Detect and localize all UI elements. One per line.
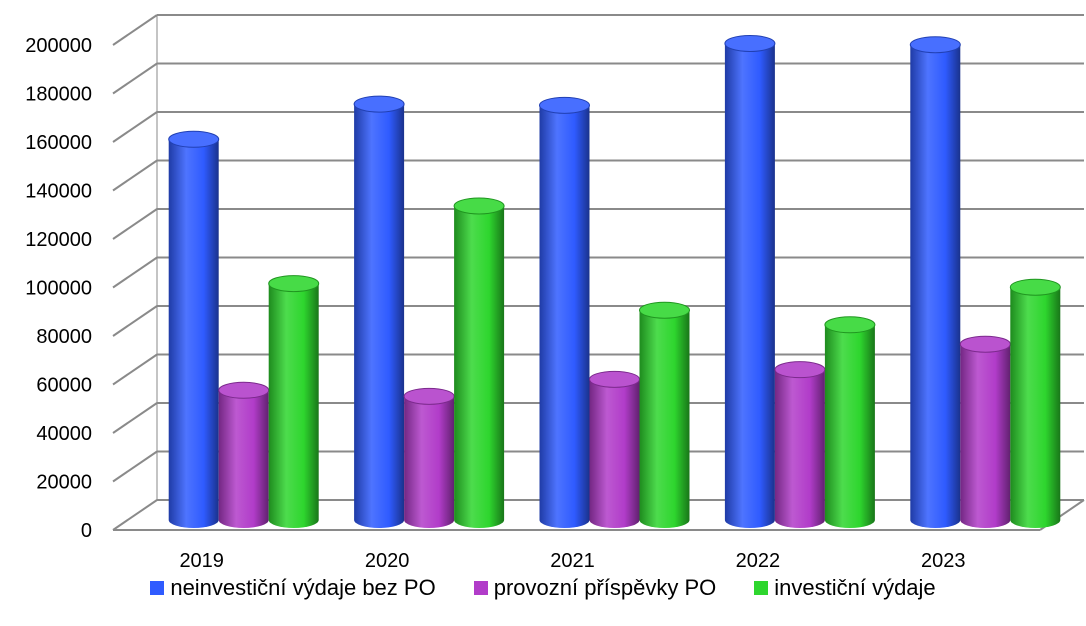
x-tick-label: 2022 — [736, 550, 781, 570]
bar-2-2020 — [403, 387, 455, 528]
bar-3-2021 — [639, 301, 690, 528]
y-tick-label: 60000 — [36, 375, 92, 397]
y-tick-label: 100000 — [25, 278, 92, 300]
y-tick-label: 0 — [81, 520, 92, 542]
legend-item-series-3: investiční výdaje — [754, 575, 936, 601]
y-tick-label: 180000 — [25, 84, 92, 106]
legend-item-series-2: provozní příspěvky PO — [473, 575, 717, 601]
y-axis-tick-labels: 0 20000 40000 60000 80000 100000 120000 140000 1… — [25, 35, 92, 542]
bar-2-2023 — [959, 335, 1011, 528]
bar-3-2023 — [1009, 278, 1061, 528]
bar-1-2020 — [353, 95, 405, 529]
bar-1-2023 — [909, 36, 961, 528]
y-tick-label: 120000 — [25, 229, 92, 251]
legend-label-series-3: investiční výdaje — [774, 575, 936, 600]
y-tick-label: 160000 — [25, 132, 92, 154]
gridline — [112, 208, 158, 240]
y-tick-label: 140000 — [25, 181, 92, 203]
y-tick-label: 40000 — [36, 423, 92, 445]
legend-swatch-series-2 — [473, 581, 488, 595]
gridline — [112, 111, 158, 143]
gridline — [112, 499, 158, 531]
legend-label-series-1: neinvestiční výdaje bez PO — [170, 575, 436, 600]
bar-1-2022 — [724, 34, 776, 529]
bar-2-2022 — [774, 361, 826, 528]
x-tick-label: 2021 — [550, 550, 595, 570]
y-tick-label: 200000 — [25, 35, 92, 57]
legend-label-series-2: provozní příspěvky PO — [493, 575, 717, 600]
gridline — [112, 402, 158, 434]
x-tick-label: 2019 — [179, 550, 224, 570]
gridline — [112, 353, 158, 386]
x-axis-tick-labels: 2019 2020 2021 2022 2023 — [179, 550, 965, 570]
y-tick-label: 80000 — [36, 326, 92, 348]
bar-1-2019 — [168, 130, 220, 528]
bar-3-2019 — [268, 275, 320, 528]
gridline — [112, 62, 158, 95]
bar-1-2021 — [539, 96, 590, 528]
x-tick-label: 2023 — [921, 550, 966, 570]
y-tick-label: 20000 — [36, 472, 92, 494]
bars — [168, 34, 1061, 529]
x-tick-label: 2020 — [365, 550, 410, 570]
bar-3-2022 — [824, 316, 876, 528]
chart-plot-area: 0 20000 40000 60000 80000 100000 120000 140000 1… — [25, 14, 1085, 570]
bar-2-2021 — [589, 370, 640, 528]
legend-swatch-series-1 — [150, 581, 165, 595]
gridline — [112, 450, 158, 483]
bar-3-2020 — [453, 197, 505, 528]
legend-item-series-1: neinvestiční výdaje bez PO — [150, 575, 436, 601]
bar-2-2019 — [218, 381, 270, 528]
legend: neinvestiční výdaje bez PO provozní přís… — [0, 575, 1086, 601]
gridline — [112, 14, 158, 46]
gridline — [112, 159, 158, 192]
gridline — [112, 305, 158, 337]
gridline — [112, 256, 158, 289]
legend-swatch-series-3 — [754, 581, 769, 595]
